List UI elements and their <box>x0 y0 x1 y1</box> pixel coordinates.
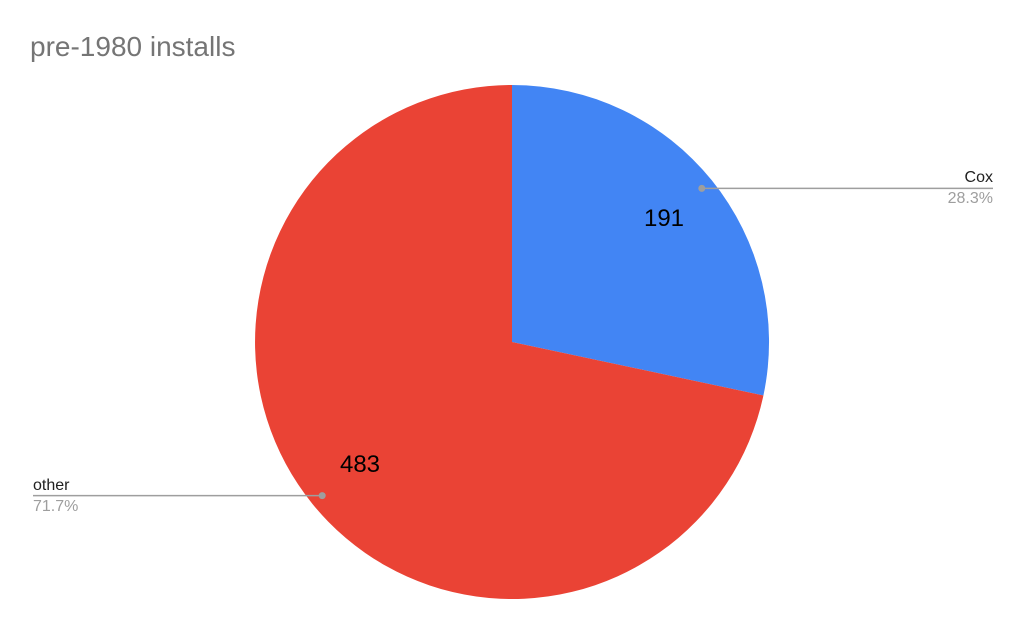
callout-other: other 71.7% <box>33 475 78 517</box>
chart-title: pre-1980 installs <box>30 31 236 62</box>
slice-percent-cox: 28.3% <box>947 190 993 207</box>
leader-dot-cox <box>698 184 706 192</box>
leader-dot-other <box>318 492 326 500</box>
slice-label-other: other <box>33 477 70 494</box>
slice-label-cox: Cox <box>964 169 993 186</box>
slice-percent-other: 71.7% <box>33 498 79 515</box>
callout-cox: Cox 28.3% <box>948 167 993 209</box>
pie-slice-other[interactable] <box>255 85 764 599</box>
pie-slice-cox[interactable] <box>512 85 770 396</box>
